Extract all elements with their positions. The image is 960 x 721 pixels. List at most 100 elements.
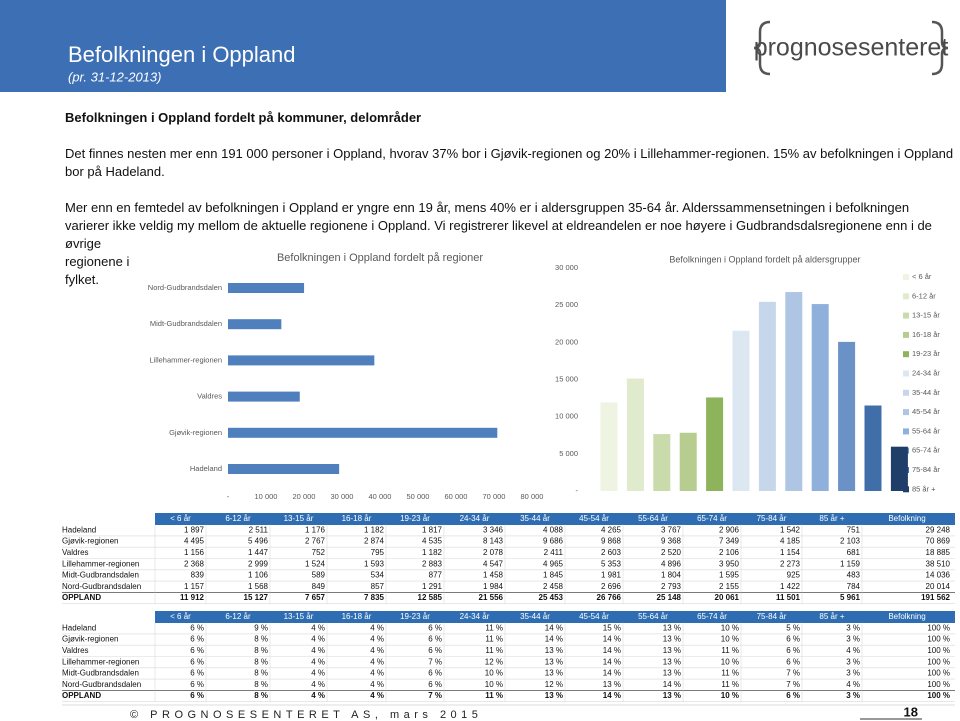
cell: 2 106 (719, 548, 740, 557)
bar (811, 304, 829, 491)
bar (679, 432, 697, 491)
y-tick-label: 20 000 (555, 337, 578, 346)
legend-label: 55-64 år (912, 426, 940, 435)
cell: 9 868 (601, 537, 622, 546)
cell: 1 182 (422, 548, 443, 557)
legend-swatch (903, 293, 909, 300)
cell: 12 585 (418, 593, 443, 602)
bar (228, 355, 375, 366)
category-label: Hadeland (190, 464, 222, 473)
cell: 11 % (485, 691, 503, 700)
column-header: 16-18 år (342, 612, 372, 621)
cell: 9 % (254, 623, 268, 632)
cell: 589 (312, 571, 326, 580)
cell: 1 568 (248, 582, 269, 591)
cell: 4 185 (780, 537, 801, 546)
logo-brace (931, 20, 949, 76)
cell: 14 % (663, 680, 681, 689)
bar (600, 402, 618, 491)
cell: 11 % (485, 635, 503, 644)
header-band (0, 0, 726, 92)
cell: 4 % (370, 623, 384, 632)
cell: 6 % (428, 646, 442, 655)
cell: 9 368 (661, 537, 682, 546)
cell: 7 % (786, 669, 800, 678)
bar (228, 283, 305, 293)
cell: 6 % (786, 691, 800, 700)
cell: 1 524 (305, 559, 326, 568)
cell: 4 % (370, 657, 384, 666)
logo: prognosesenteret (754, 34, 949, 62)
cell: 4 % (370, 691, 384, 700)
cell: 14 % (545, 635, 563, 644)
legend-swatch (903, 389, 909, 396)
category-label: Midt-Gudbrandsdalen (150, 319, 222, 328)
column-header: 35-44 år (520, 612, 550, 621)
row-label: Lillehammer-regionen (62, 559, 139, 568)
cell: 13 % (545, 669, 563, 678)
cell: 25 453 (539, 593, 564, 602)
cell: 6 % (190, 635, 204, 644)
cell: 1 595 (719, 571, 740, 580)
cell: 1 291 (422, 582, 443, 591)
cell: 20 061 (715, 593, 740, 602)
cell: 4 896 (661, 559, 682, 568)
chart-title: Befolkningen i Oppland fordelt på alders… (669, 254, 860, 264)
cell: 1 159 (840, 559, 861, 568)
cell: 100 % (927, 691, 950, 700)
cell: 8 % (254, 646, 268, 655)
cell: 70 869 (926, 537, 951, 546)
cell: 14 % (603, 669, 621, 678)
body-text: Befolkningen i Oppland fordelt på kommun… (65, 109, 955, 295)
cell: 877 (429, 571, 443, 580)
column-header: 65-74 år (697, 514, 727, 523)
bar (838, 341, 856, 491)
cell: 857 (371, 582, 385, 591)
legend-label: 85 år + (912, 484, 936, 493)
cell: 2 874 (364, 537, 385, 546)
x-tick-label: 60 000 (445, 492, 468, 501)
cell: 6 % (190, 646, 204, 655)
cell: 12 % (485, 657, 503, 666)
cell: 1 458 (483, 571, 504, 580)
cell: 25 148 (657, 593, 682, 602)
page-number: 18 (904, 704, 918, 719)
paragraph: Det finnes nesten mer enn 191 000 person… (65, 146, 954, 179)
cell: 3 % (846, 691, 860, 700)
cell: 14 % (603, 635, 621, 644)
cell: 10 % (721, 635, 739, 644)
cell: 9 686 (543, 537, 564, 546)
cell: 839 (191, 571, 205, 580)
cell: 14 036 (926, 571, 951, 580)
cell: 8 % (254, 635, 268, 644)
cell: 751 (847, 525, 861, 534)
cell: 4 % (311, 646, 325, 655)
cell: 6 % (786, 657, 800, 666)
column-header: Befolkning (888, 514, 925, 523)
paragraph-wrap: Mer enn en femtedel av befolkningen i Op… (65, 199, 955, 289)
cell: 6 % (190, 680, 204, 689)
cell: 18 885 (926, 548, 951, 557)
paragraph: Mer enn en femtedel av befolkningen i Op… (65, 200, 932, 287)
row-label: Gjøvik-regionen (62, 635, 118, 644)
cell: 15 127 (244, 593, 269, 602)
bar (785, 292, 803, 491)
cell: 13 % (545, 646, 563, 655)
cell: 6 % (190, 669, 204, 678)
cell: 29 248 (926, 525, 951, 534)
bar (890, 446, 908, 491)
legend-label: 6-12 år (912, 291, 936, 300)
cell: 681 (847, 548, 861, 557)
cell: 4 % (370, 635, 384, 644)
x-tick-label: 10 000 (255, 492, 278, 501)
cell: 2 520 (661, 548, 682, 557)
table-header-band (155, 513, 955, 525)
cell: 2 999 (248, 559, 269, 568)
cell: 5 353 (601, 559, 622, 568)
x-tick-label: - (227, 492, 230, 501)
cell: 6 % (428, 680, 442, 689)
category-label: Lillehammer-regionen (149, 355, 222, 364)
y-tick-label: 30 000 (555, 263, 578, 272)
